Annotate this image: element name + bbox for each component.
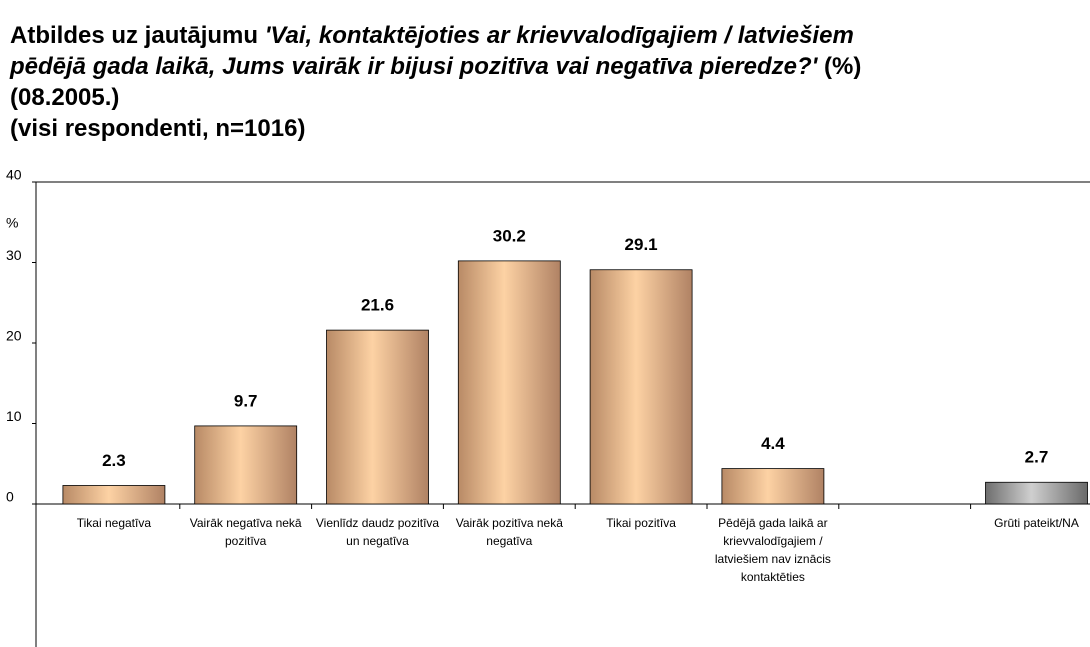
data-label: 30.2: [493, 226, 526, 245]
title-lead: Atbildes uz jautājumu: [10, 22, 265, 49]
data-label: 21.6: [361, 296, 394, 315]
data-label: 9.7: [234, 391, 258, 410]
chart-subtitle: (visi respondenti, n=1016): [10, 115, 306, 142]
y-tick-label: 30: [6, 247, 22, 263]
x-tick-label: Tikai negatīva: [76, 516, 152, 530]
bar: [62, 485, 166, 505]
x-tick-label: Vairāk pozitīva nekā negatīva: [455, 516, 563, 548]
y-tick-label: 10: [6, 408, 22, 424]
data-label: 29.1: [625, 235, 658, 254]
bar: [589, 269, 693, 505]
data-label: 4.4: [761, 434, 785, 453]
bar: [721, 468, 825, 505]
x-tick-label: Vairāk negatīva nekā pozitīva: [189, 516, 302, 548]
bar: [326, 329, 429, 505]
title-question: 'Vai, kontaktējoties ar krievvalodīgajie…: [10, 22, 854, 80]
data-label: 2.3: [102, 451, 126, 470]
y-tick-label: 20: [6, 328, 22, 344]
bar: [457, 260, 561, 505]
title-tail: (%) (08.2005.): [10, 53, 862, 111]
x-tick-label: Pēdējā gada laikā ar krievvalodīgajiem /…: [714, 516, 831, 584]
x-tick-label: Tikai pozitīva: [606, 516, 676, 530]
data-label: 2.7: [1025, 448, 1049, 467]
y-tick-label: 0: [6, 489, 14, 505]
y-tick-label: 40: [6, 167, 22, 183]
x-tick-label: Grūti pateikt/NA: [994, 516, 1079, 530]
bar: [194, 425, 298, 505]
chart-title: Atbildes uz jautājumu 'Vai, kontaktējoti…: [10, 20, 900, 144]
x-tick-label: Vienlīdz daudz pozitīva un negatīva: [315, 516, 440, 548]
y-axis-label: %: [6, 215, 18, 231]
bar: [985, 481, 1088, 505]
